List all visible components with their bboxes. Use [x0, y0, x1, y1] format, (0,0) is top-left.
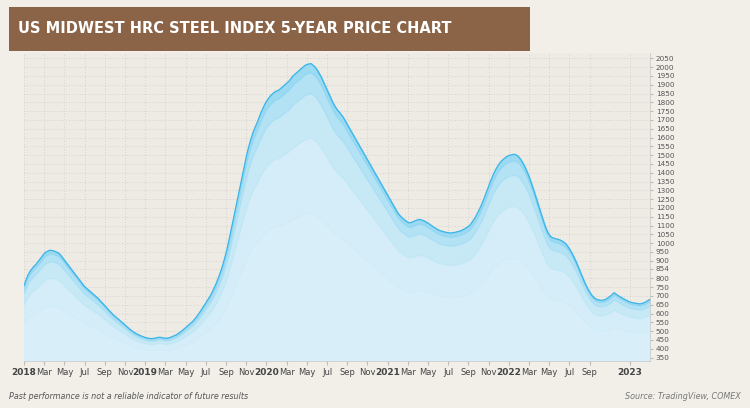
Text: Past performance is not a reliable indicator of future results: Past performance is not a reliable indic… [9, 392, 248, 401]
Text: US MIDWEST HRC STEEL INDEX 5-YEAR PRICE CHART: US MIDWEST HRC STEEL INDEX 5-YEAR PRICE … [19, 22, 452, 36]
Text: Source: TradingView, COMEX: Source: TradingView, COMEX [626, 392, 741, 401]
